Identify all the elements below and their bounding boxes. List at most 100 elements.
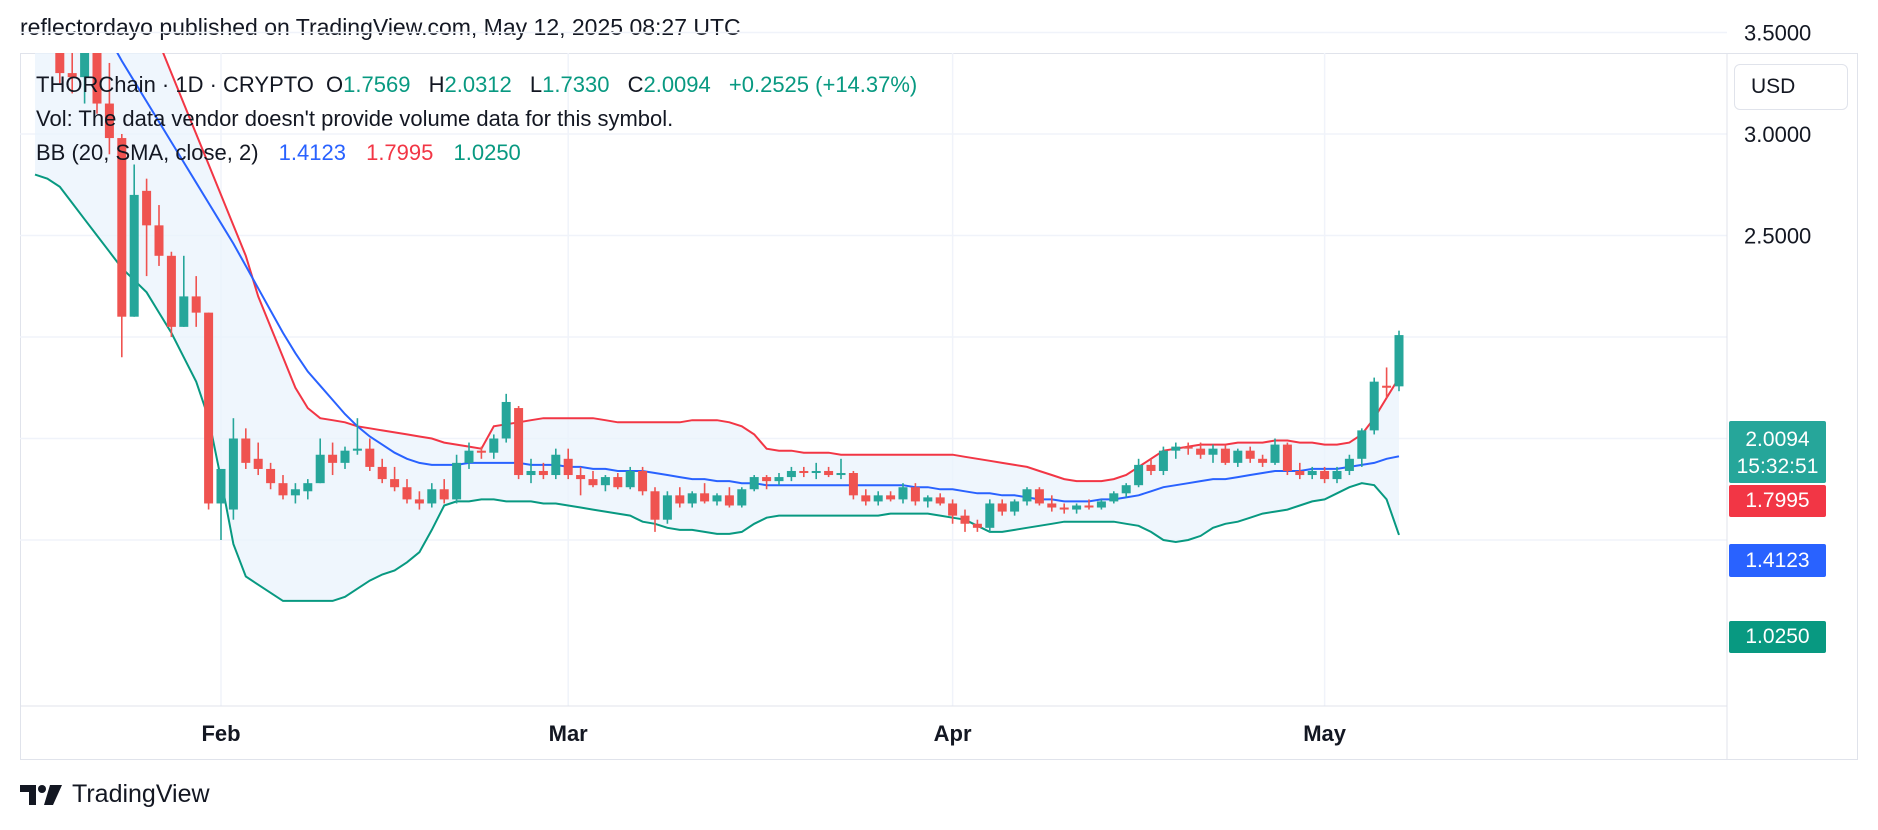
candle-body — [1307, 470, 1317, 476]
candle-body — [662, 495, 672, 520]
candle — [1084, 499, 1094, 510]
candle — [910, 483, 920, 506]
candle — [1320, 466, 1330, 484]
candle — [179, 255, 189, 327]
legend-symbol[interactable]: THORChain · 1D · CRYPTO — [36, 72, 314, 97]
candle-body — [935, 497, 945, 504]
bb-basis-tag: 1.4123 — [1729, 544, 1826, 577]
candle-body — [489, 438, 499, 453]
candle-body — [712, 495, 722, 502]
candle — [638, 466, 648, 496]
candle-body — [687, 493, 697, 504]
candle-body — [600, 477, 610, 486]
candle-body — [1369, 381, 1379, 431]
candle — [365, 438, 375, 471]
candle — [303, 479, 313, 500]
candle — [588, 470, 598, 488]
candle — [204, 312, 214, 510]
candle-body — [1072, 505, 1082, 510]
candle-body — [898, 487, 908, 500]
candle — [1307, 466, 1317, 480]
legend-close-label: C — [627, 72, 644, 97]
currency-selector[interactable]: USD — [1734, 64, 1848, 110]
candle-body — [278, 483, 288, 496]
candle — [923, 495, 933, 508]
candle — [142, 178, 152, 277]
bb-lower-tag: 1.0250 — [1729, 621, 1826, 653]
candle-body — [638, 470, 648, 492]
tradingview-logo-icon — [20, 784, 62, 805]
y-tick-label: 3.0000 — [1744, 122, 1811, 147]
candle — [675, 487, 685, 508]
candle-body — [1034, 489, 1044, 504]
legend-ohlc: THORChain · 1D · CRYPTO O1.7569 H2.0312 … — [36, 74, 923, 96]
candle — [662, 491, 672, 524]
candle — [1369, 377, 1379, 435]
candle-body — [1344, 458, 1354, 471]
candle-body — [737, 489, 747, 506]
candle — [464, 442, 474, 469]
candle-body — [340, 450, 350, 463]
candle — [402, 479, 412, 504]
candle — [191, 276, 201, 327]
bb-label[interactable]: BB (20, SMA, close, 2) — [36, 140, 259, 165]
candle — [1196, 442, 1206, 459]
candle-body — [216, 468, 226, 504]
candle-body — [439, 489, 449, 500]
chart-frame — [20, 53, 1858, 760]
candle-body — [92, 53, 102, 104]
candle-body — [948, 503, 958, 516]
publisher-line: reflectordayo published on TradingView.c… — [20, 14, 741, 40]
candle-body — [576, 475, 586, 480]
tradingview-logo[interactable]: TradingView — [20, 780, 210, 809]
candle — [1394, 330, 1404, 392]
candle — [439, 479, 449, 504]
candle-body — [402, 487, 412, 500]
candle — [799, 466, 809, 478]
candle — [501, 393, 511, 443]
candle-body — [1134, 464, 1144, 486]
candle-body — [315, 454, 325, 484]
candle — [997, 499, 1007, 516]
candle — [1096, 499, 1106, 510]
candle — [216, 468, 226, 540]
candle-body — [774, 477, 784, 482]
x-tick-label: Mar — [549, 721, 589, 746]
candle — [414, 491, 424, 510]
candle-body — [303, 483, 313, 492]
candle — [1121, 483, 1131, 498]
candle — [266, 462, 276, 490]
candle-body — [1183, 446, 1193, 449]
candle-body — [514, 408, 524, 476]
candle — [228, 418, 238, 520]
candle-body — [1332, 470, 1342, 480]
candle — [1010, 499, 1020, 516]
tradingview-brand: TradingView — [72, 780, 210, 808]
candle — [80, 53, 90, 104]
legend-low: 1.7330 — [542, 72, 610, 97]
candle — [985, 499, 995, 532]
legend-change: +0.2525 (+14.37%) — [728, 72, 918, 97]
candle — [613, 473, 623, 490]
y-tick-label: 2.5000 — [1744, 224, 1811, 249]
candle — [328, 442, 338, 476]
candle — [489, 434, 499, 459]
candle-body — [848, 473, 858, 496]
candle — [1022, 487, 1032, 506]
candle — [1357, 428, 1367, 467]
candle — [340, 446, 350, 469]
candle — [92, 53, 102, 114]
candle-body — [476, 450, 486, 453]
candle-body — [1158, 450, 1168, 471]
candle-body — [117, 138, 127, 317]
candle — [278, 475, 288, 500]
bb-basis-value: 1.4123 — [278, 140, 346, 165]
x-tick-label: Apr — [934, 721, 972, 746]
candle — [166, 251, 176, 337]
candle-body — [55, 53, 65, 74]
candle — [737, 487, 747, 508]
candle-body — [749, 477, 759, 490]
candle — [1072, 503, 1082, 514]
candle — [886, 491, 896, 502]
